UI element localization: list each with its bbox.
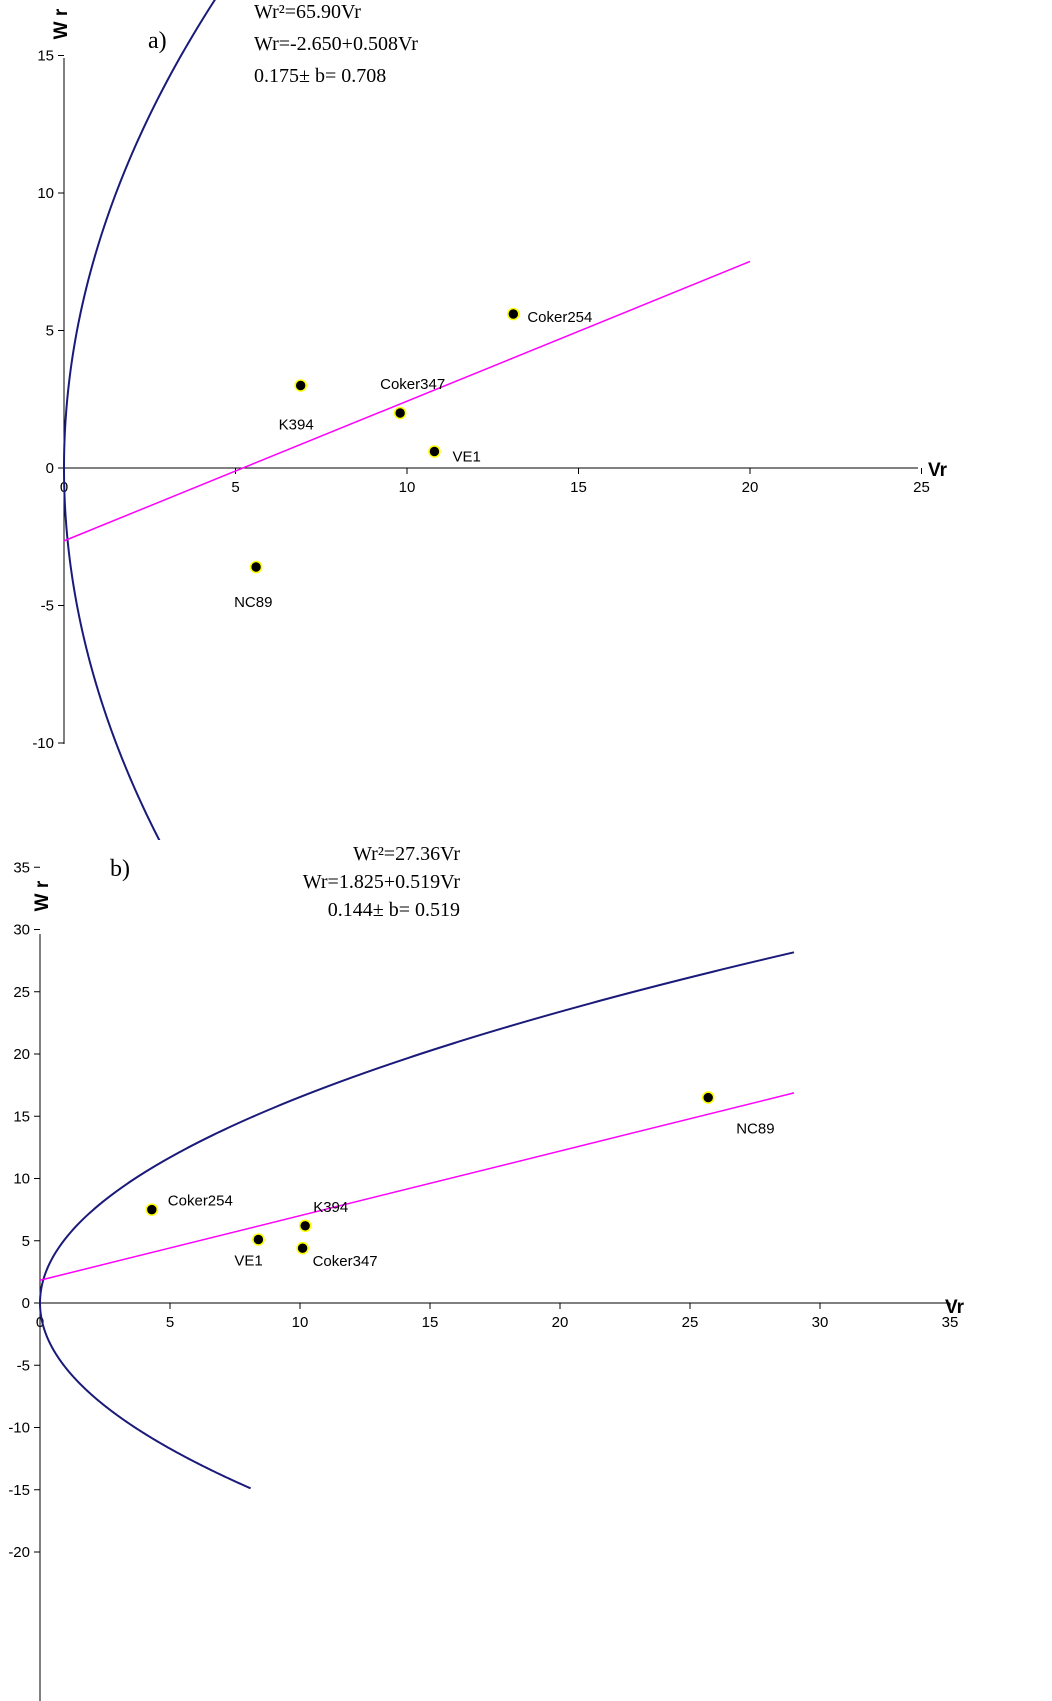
x-tick-label: 5 — [231, 479, 239, 496]
y-tick-label: 25 — [13, 984, 30, 1001]
data-point-ve1 — [252, 1233, 265, 1246]
data-point-coker347 — [296, 1241, 309, 1255]
y-tick-label: 0 — [46, 460, 54, 477]
y-tick-label: -20 — [8, 1544, 30, 1561]
y-tick-label: 10 — [13, 1171, 30, 1188]
x-tick-label: 20 — [742, 479, 759, 496]
y-tick-label: -5 — [41, 598, 54, 615]
parabola-lower-branch — [63, 467, 161, 840]
x-tick-label: 10 — [399, 479, 416, 496]
panel-label: a) — [148, 28, 167, 54]
chart-panel-b: -20 -15 -10 -5 0 5 10 15 20 25 30 35 0 5 10 15 20 25 30 35 W… — [0, 840, 1052, 1701]
point-label: Coker254 — [527, 309, 592, 326]
x-tick-label: 20 — [552, 1314, 569, 1331]
x-tick-label: 0 — [36, 1314, 44, 1331]
y-axis-label: W r — [51, 8, 72, 39]
point-label: NC89 — [736, 1121, 774, 1138]
data-point-coker347 — [393, 406, 407, 420]
y-axis-label: W r — [32, 880, 53, 911]
y-tick-label: -15 — [8, 1482, 30, 1499]
x-tick-label: 5 — [166, 1314, 174, 1331]
x-tick-label: 30 — [812, 1314, 829, 1331]
point-label: VE1 — [452, 449, 480, 466]
y-tick-label: 5 — [46, 323, 54, 340]
x-tick-label: 15 — [570, 479, 587, 496]
y-tick-label: 20 — [13, 1046, 30, 1063]
equation-text: 0.144± b= 0.519 — [328, 899, 460, 921]
data-point-k394 — [294, 379, 307, 392]
equation-text: 0.175± b= 0.708 — [254, 65, 386, 87]
data-point-coker254 — [507, 307, 520, 321]
point-label: Coker254 — [168, 1193, 233, 1210]
data-point-ve1 — [428, 445, 441, 458]
y-tick-label: -10 — [32, 735, 54, 752]
point-label: Coker347 — [380, 376, 445, 393]
equation-text: Wr²=27.36Vr — [353, 843, 460, 865]
x-tick-label: 25 — [682, 1314, 699, 1331]
y-tick-label: 15 — [37, 48, 54, 65]
regression-line — [63, 260, 751, 542]
x-tick-label: 10 — [292, 1314, 309, 1331]
x-tick-label: 25 — [913, 479, 930, 496]
y-tick-label: 35 — [13, 859, 30, 876]
data-point-nc89 — [701, 1091, 715, 1104]
y-tick-label: -5 — [17, 1357, 30, 1374]
equation-text: Wr=1.825+0.519Vr — [303, 871, 461, 893]
y-tick-label: 10 — [37, 185, 54, 202]
point-label: K394 — [313, 1199, 348, 1216]
point-label: Coker347 — [313, 1253, 378, 1270]
data-point-k394 — [298, 1219, 312, 1233]
panel-label: b) — [110, 856, 130, 882]
parabola-lower-branch — [39, 1302, 252, 1490]
y-tick-label: 30 — [13, 922, 30, 939]
y-tick-label: 5 — [22, 1233, 30, 1250]
parabola-upper-branch — [39, 951, 795, 1304]
regression-line — [39, 1092, 795, 1282]
chart-panel-a: -10 -5 0 5 10 15 0 5 10 15 20 25 W r Vr a) Wr²=65.90Vr W… — [0, 0, 1052, 840]
equation-text: Wr²=65.90Vr — [254, 1, 361, 23]
x-tick-label: 15 — [422, 1314, 439, 1331]
x-axis-label: Vr — [945, 1297, 965, 1318]
point-label: VE1 — [234, 1253, 262, 1270]
parabola-upper-branch — [63, 0, 216, 469]
data-point-coker254 — [145, 1203, 159, 1216]
x-axis-label: Vr — [928, 460, 948, 481]
y-tick-label: 0 — [22, 1295, 30, 1312]
x-tick-label: 35 — [942, 1314, 959, 1331]
point-label: NC89 — [234, 594, 272, 611]
y-tick-label: -10 — [8, 1420, 30, 1437]
point-label: K394 — [279, 417, 314, 434]
data-point-nc89 — [249, 560, 263, 574]
equation-text: Wr=-2.650+0.508Vr — [254, 33, 418, 55]
y-tick-label: 15 — [13, 1108, 30, 1125]
